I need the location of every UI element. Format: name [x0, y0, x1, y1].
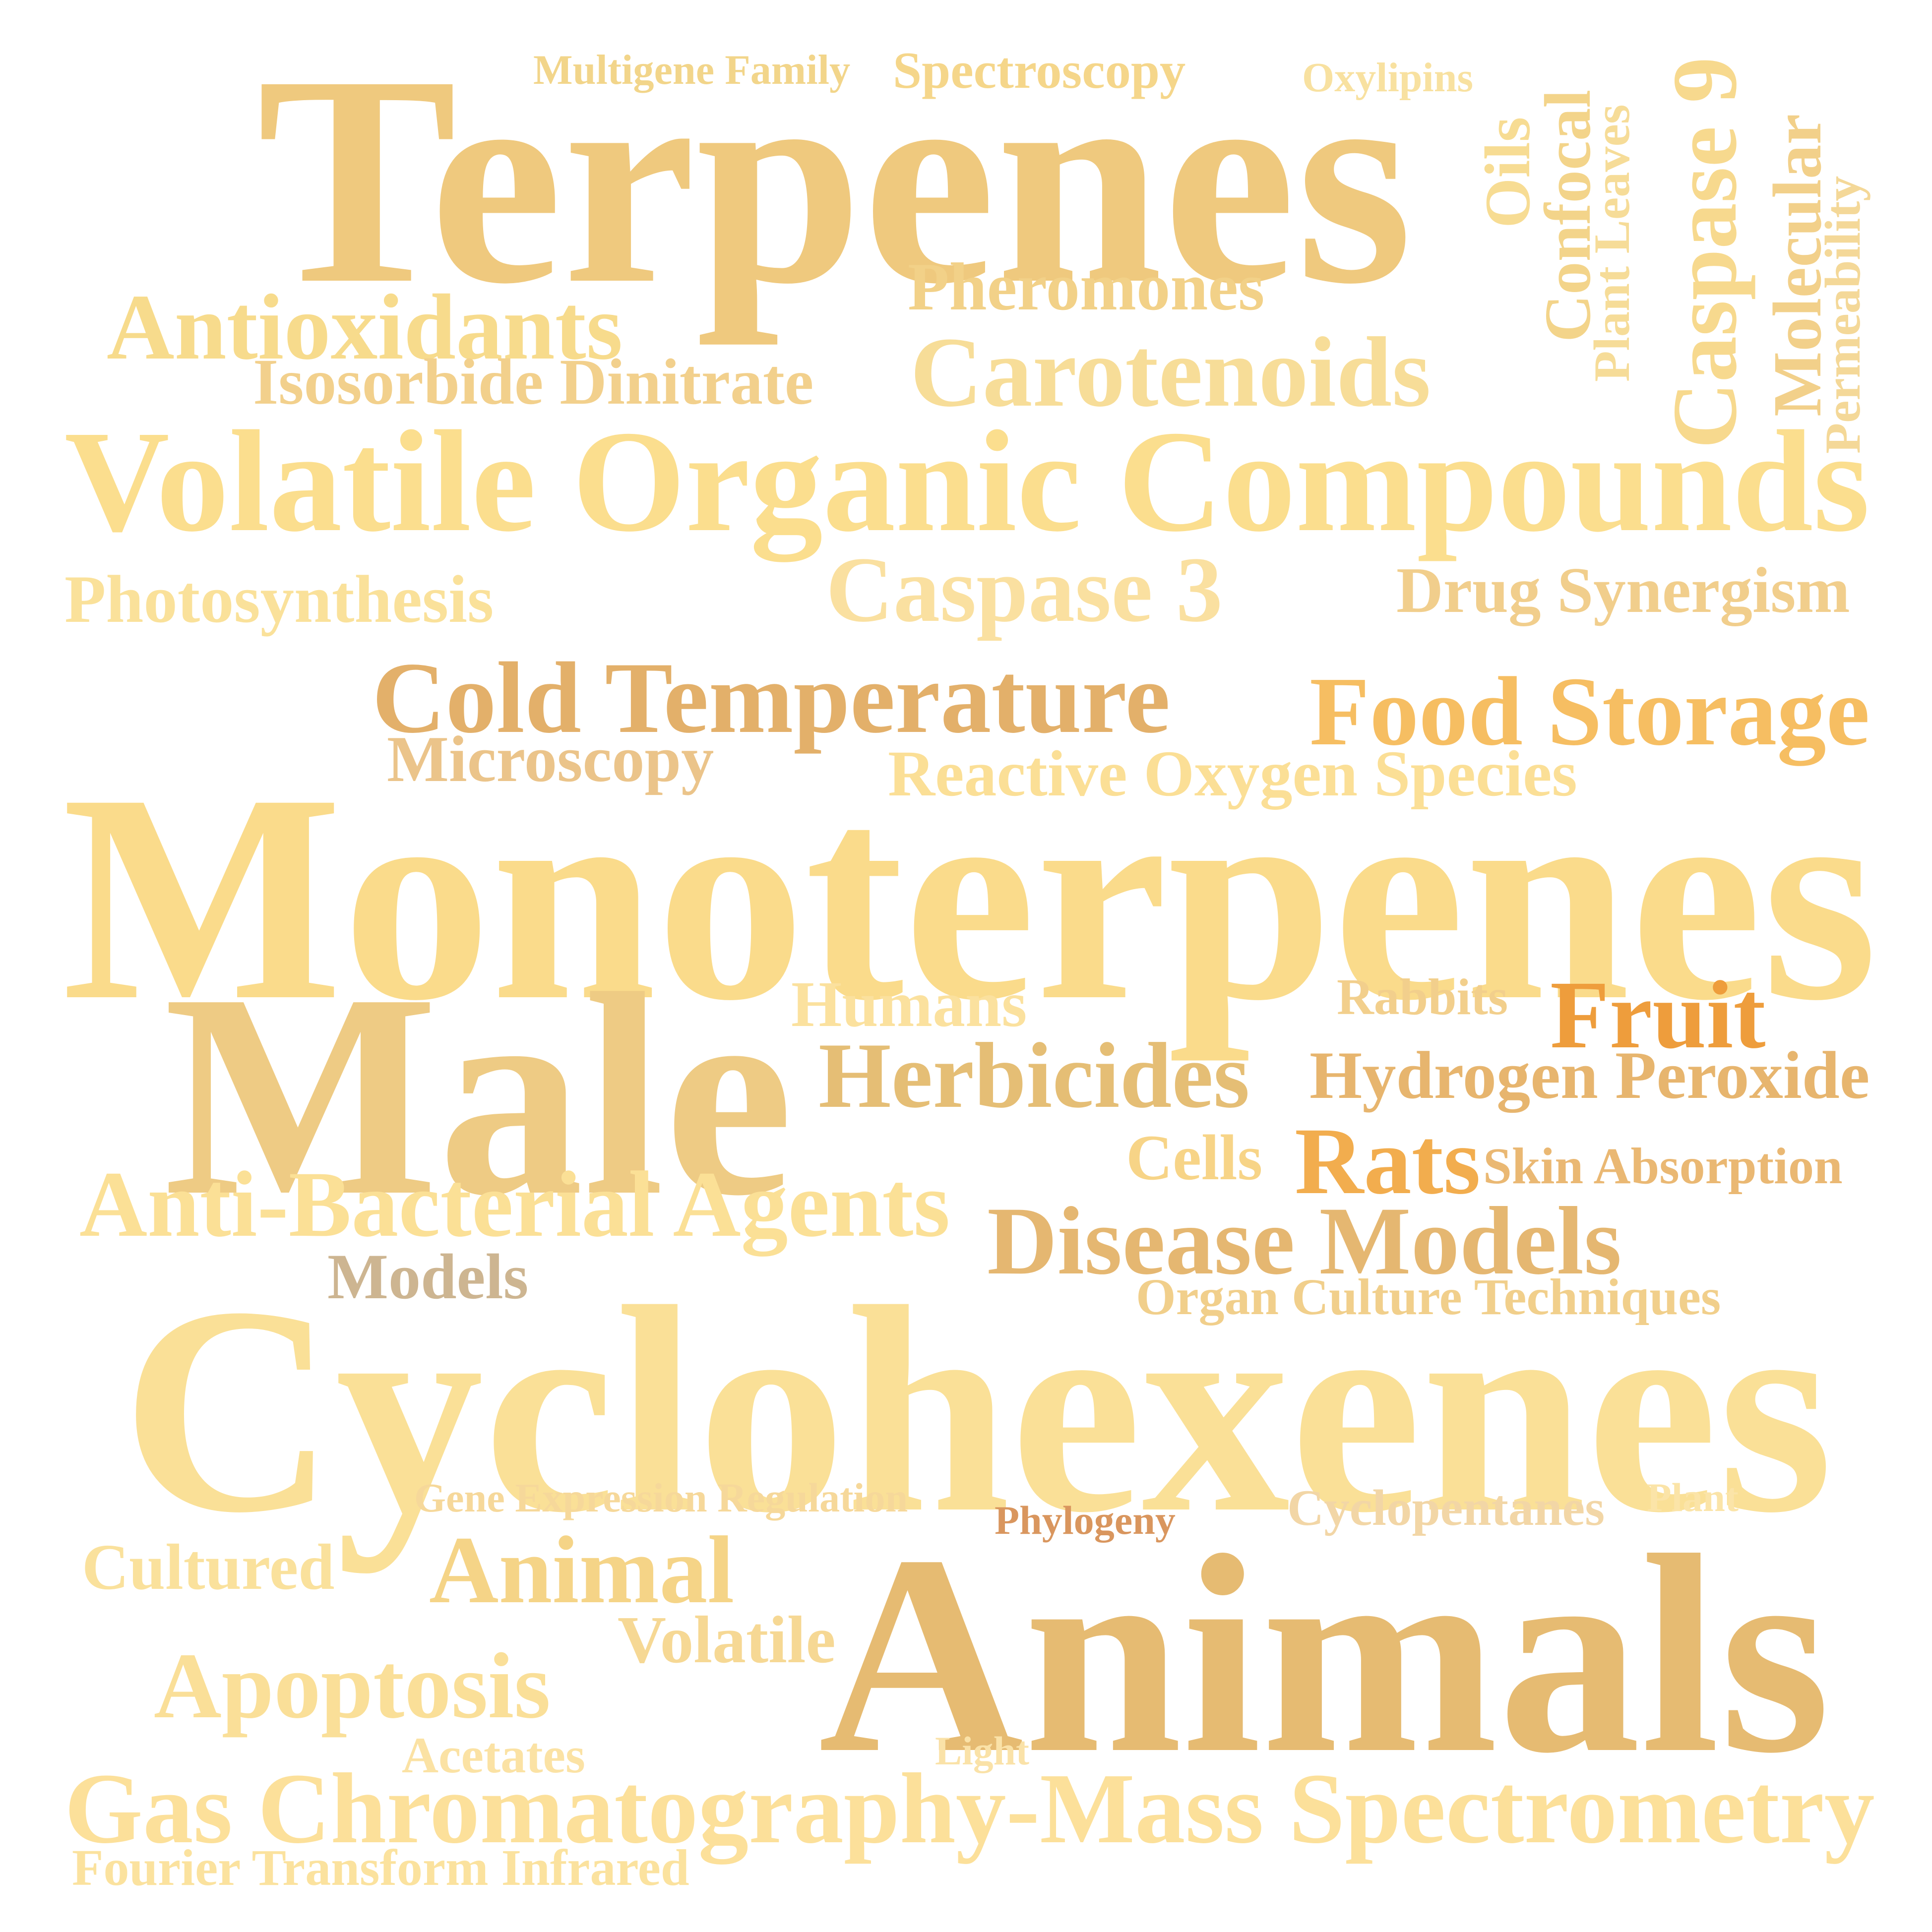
- word-antioxidants: Antioxidants: [107, 275, 623, 379]
- word-male: Male: [164, 934, 794, 1256]
- word-phylogeny: Phylogeny: [995, 1498, 1176, 1543]
- word-volatile-organic-compounds: Volatile Organic Compounds: [64, 401, 1870, 562]
- word-reactive-oxygen-species: Reactive Oxygen Species: [888, 738, 1577, 810]
- word-animals: Animals: [818, 1497, 1831, 1812]
- word-caspase-3: Caspase 3: [826, 538, 1223, 641]
- word-acetates: Acetates: [402, 1728, 585, 1784]
- word-anti-bacterial-agents: Anti-Bacterial Agents: [79, 1152, 950, 1257]
- word-cultured: Cultured: [82, 1531, 335, 1603]
- word-gene-expression-regulation: Gene Expression Regulation: [414, 1475, 908, 1520]
- word-cold-temperature: Cold Temperature: [372, 642, 1171, 754]
- word-microscopy: Microscopy: [387, 723, 714, 795]
- word-oils: Oils: [1472, 117, 1544, 228]
- word-carotenoids: Carotenoids: [910, 316, 1431, 427]
- word-spectroscopy: Spectroscopy: [893, 42, 1186, 99]
- word-drug-synergism: Drug Synergism: [1396, 554, 1850, 626]
- word-cells: Cells: [1126, 1122, 1263, 1194]
- word-monoterpenes: Monoterpenes: [62, 732, 1878, 1062]
- word-animal: Animal: [429, 1517, 735, 1624]
- word-terpenes: Terpenes: [257, 13, 1413, 346]
- word-oxylipins: Oxylipins: [1302, 55, 1474, 101]
- word-hydrogen-peroxide: Hydrogen Peroxide: [1309, 1037, 1870, 1113]
- word-gas-chromatography-mass-spectrometry: Gas Chromatography-Mass Spectrometry: [64, 1752, 1875, 1864]
- word-fruit: Fruit: [1550, 962, 1766, 1069]
- word-skin-absorption: Skin Absorption: [1483, 1138, 1843, 1195]
- word-humans: Humans: [791, 968, 1027, 1040]
- word-cyclohexenes: Cyclohexenes: [122, 1246, 1833, 1574]
- word-volatile: Volatile: [618, 1603, 836, 1677]
- word-organ-culture-techniques: Organ Culture Techniques: [1136, 1269, 1721, 1326]
- word-plant: Plant: [1647, 1475, 1739, 1520]
- word-herbicides: Herbicides: [818, 1024, 1250, 1127]
- word-disease-models: Disease Models: [987, 1187, 1622, 1295]
- word-food-storage: Food Storage: [1309, 657, 1870, 766]
- word-rabbits: Rabbits: [1337, 969, 1508, 1026]
- word-caspase-9: Caspase 9: [1654, 57, 1756, 449]
- word-pheromones: Pheromones: [908, 249, 1265, 324]
- word-photosynthesis: Photosynthesis: [64, 561, 494, 637]
- word-cyclopentanes: Cyclopentanes: [1287, 1480, 1605, 1536]
- word-rats: Rats: [1295, 1108, 1481, 1214]
- word-apoptosis: Apoptosis: [154, 1633, 551, 1738]
- word-plant-leaves: Plant Leaves: [1584, 104, 1640, 382]
- word-multigene-family: Multigene Family: [533, 47, 851, 93]
- word-light: Light: [935, 1728, 1029, 1773]
- word-models: Models: [327, 1241, 529, 1313]
- word-fourier-transform-infrared: Fourier Transform Infrared: [72, 1839, 689, 1896]
- word-isosorbide-dinitrate: Isosorbide Dinitrate: [253, 346, 814, 418]
